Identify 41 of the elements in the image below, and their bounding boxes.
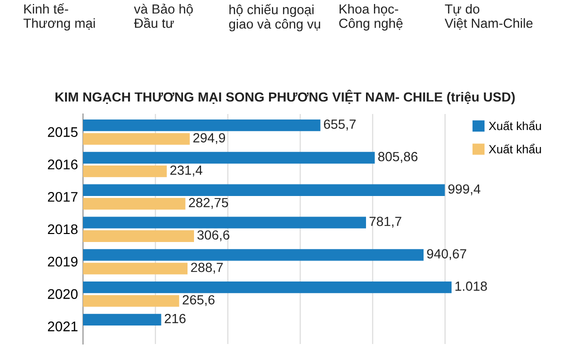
- text: Tự do Việt Nam-Chile: [444, 4, 533, 30]
- bar: [83, 152, 375, 164]
- text: và Bảo hộ Đầu tư: [134, 4, 193, 28]
- data-label: 282,75: [188, 198, 228, 209]
- bar: [83, 249, 424, 261]
- legend-label: Xuất khẩu: [488, 144, 541, 154]
- y-tick-label: 2021: [48, 322, 78, 332]
- data-label: 265,6: [182, 295, 214, 306]
- data-label: 1.018: [455, 282, 487, 291]
- text: hộ chiếu ngoại giao và công vụ: [229, 4, 320, 32]
- bar: [83, 281, 452, 294]
- data-label: 288,7: [191, 262, 223, 274]
- y-tick-label: 2015: [48, 127, 78, 137]
- text: Khoa học- Công nghệ: [339, 4, 403, 31]
- bar: [83, 230, 194, 242]
- bar: [83, 184, 445, 196]
- bar: [83, 314, 162, 326]
- bar: [83, 166, 167, 178]
- legend-label: Xuất khẩu: [488, 120, 541, 130]
- data-label: 294,9: [193, 133, 226, 144]
- bar: [83, 262, 188, 274]
- y-tick-label: 2016: [48, 160, 78, 170]
- chart-title: KIM NGẠCH THƯƠNG MẠI SONG PHƯƠNG VIỆT NAM- CHILE (triệu USD): [56, 90, 515, 104]
- data-label: 999,4: [448, 184, 480, 196]
- data-label: 231,4: [170, 166, 202, 176]
- y-tick-label: 2019: [48, 256, 78, 267]
- bar: [83, 295, 180, 307]
- data-label: 655,7: [324, 120, 356, 130]
- bar: [83, 198, 186, 210]
- y-tick-label: 2018: [48, 224, 78, 234]
- data-label: 781,7: [370, 216, 402, 228]
- data-label: 306,6: [197, 230, 230, 242]
- y-tick-label: 2020: [48, 289, 78, 299]
- bar: [83, 133, 190, 145]
- data-label: 940,67: [427, 249, 466, 260]
- y-tick-label: 2017: [48, 192, 78, 202]
- data-label: 216: [164, 314, 186, 324]
- bar: [83, 216, 366, 228]
- data-label: 805,86: [378, 152, 418, 163]
- bar: [83, 120, 320, 132]
- text: Kinh tế- Thương mại: [24, 3, 95, 31]
